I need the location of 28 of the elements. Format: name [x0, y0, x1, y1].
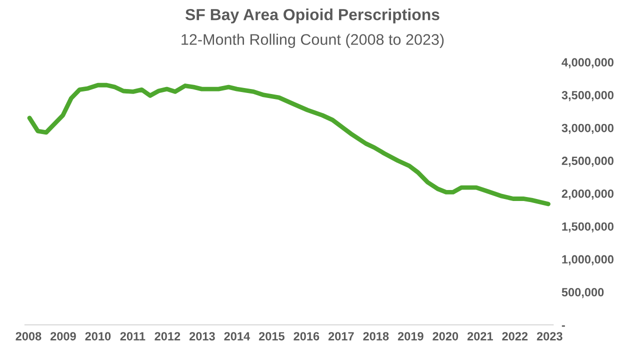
y-tick-label: 500,000 — [562, 288, 604, 298]
y-tick-label: 2,500,000 — [562, 156, 614, 167]
y-tick-label: 2,000,000 — [562, 190, 614, 200]
x-tick-label: 2013 — [189, 332, 215, 340]
chart-subtitle: 12-Month Rolling Count (2008 to 2023) — [182, 34, 444, 48]
y-tick-label: 3,500,000 — [562, 90, 614, 102]
y-tick-label: 3,000,000 — [562, 124, 614, 134]
line-series — [27, 82, 550, 206]
x-tick-label: 2018 — [363, 332, 389, 340]
x-tick-label: 2021 — [467, 332, 493, 340]
x-tick-label: 2014 — [224, 332, 250, 340]
x-tick-label: 2017 — [328, 332, 354, 340]
y-tick-label: 4,000,000 — [562, 58, 614, 68]
y-tick-label: - — [562, 325, 565, 327]
chart-title: SF Bay Area Opioid Perscriptions — [185, 8, 440, 24]
x-tick-label: 2023 — [536, 332, 562, 340]
x-tick-label: 2012 — [154, 332, 180, 340]
x-tick-label: 2016 — [294, 332, 320, 340]
x-tick-label: 2008 — [16, 332, 42, 340]
x-tick-label: 2010 — [85, 332, 111, 340]
x-tick-label: 2015 — [258, 332, 284, 340]
x-tick-label: 2009 — [50, 332, 76, 340]
y-tick-label: 1,000,000 — [562, 255, 614, 266]
x-tick-label: 2011 — [120, 332, 146, 340]
y-tick-label: 1,500,000 — [562, 222, 614, 232]
x-tick-label: 2019 — [398, 332, 424, 340]
x-tick-label: 2020 — [432, 332, 458, 340]
x-tick-label: 2022 — [502, 332, 528, 340]
